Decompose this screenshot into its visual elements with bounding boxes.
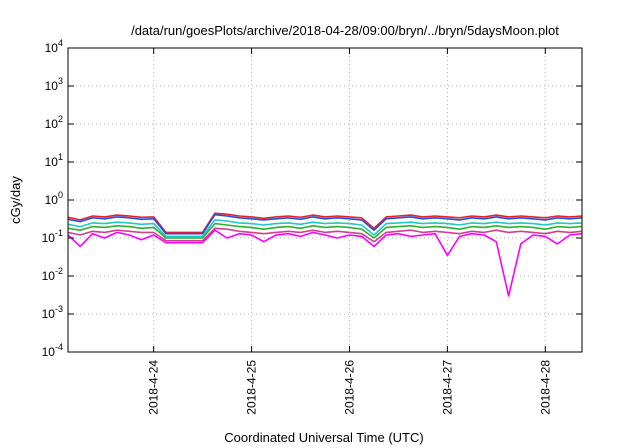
series-group <box>67 212 583 297</box>
y-tick-label: 102 <box>45 114 63 131</box>
chart-title: /data/run/goesPlots/archive/2018-04-28/0… <box>131 23 559 38</box>
y-tick-label: 10-4 <box>42 342 63 359</box>
y-axis: 10-4 10-3 10-2 10-1 100 101 102 103 104 <box>42 38 582 359</box>
x-tick-label: 2018-4-27 <box>440 360 454 415</box>
x-tick-label: 2018-4-24 <box>147 360 161 415</box>
y-axis-label: cGy/day <box>8 176 23 224</box>
y-tick-label: 101 <box>45 152 63 169</box>
series-line-1 <box>67 212 583 234</box>
y-tick-label: 104 <box>45 38 63 55</box>
x-tick-label: 2018-4-28 <box>538 360 552 415</box>
y-tick-label: 103 <box>45 76 63 93</box>
y-tick-label: 10-2 <box>42 266 63 283</box>
series-line-5 <box>67 227 583 243</box>
x-tick-label: 2018-4-26 <box>342 360 356 415</box>
y-tick-label: 10-1 <box>42 228 63 245</box>
x-axis-label: Coordinated Universal Time (UTC) <box>224 430 423 445</box>
series-line-4 <box>67 222 583 239</box>
y-tick-label: 10-3 <box>42 304 63 321</box>
y-tick-label: 100 <box>45 190 63 207</box>
series-line-3 <box>67 219 583 238</box>
series-line-6 <box>67 229 583 297</box>
x-tick-label: 2018-4-25 <box>245 360 259 415</box>
x-axis: 2018-4-24 2018-4-25 2018-4-26 2018-4-27 2018… <box>147 48 552 415</box>
series-line-2 <box>67 213 583 235</box>
grid <box>68 47 582 353</box>
